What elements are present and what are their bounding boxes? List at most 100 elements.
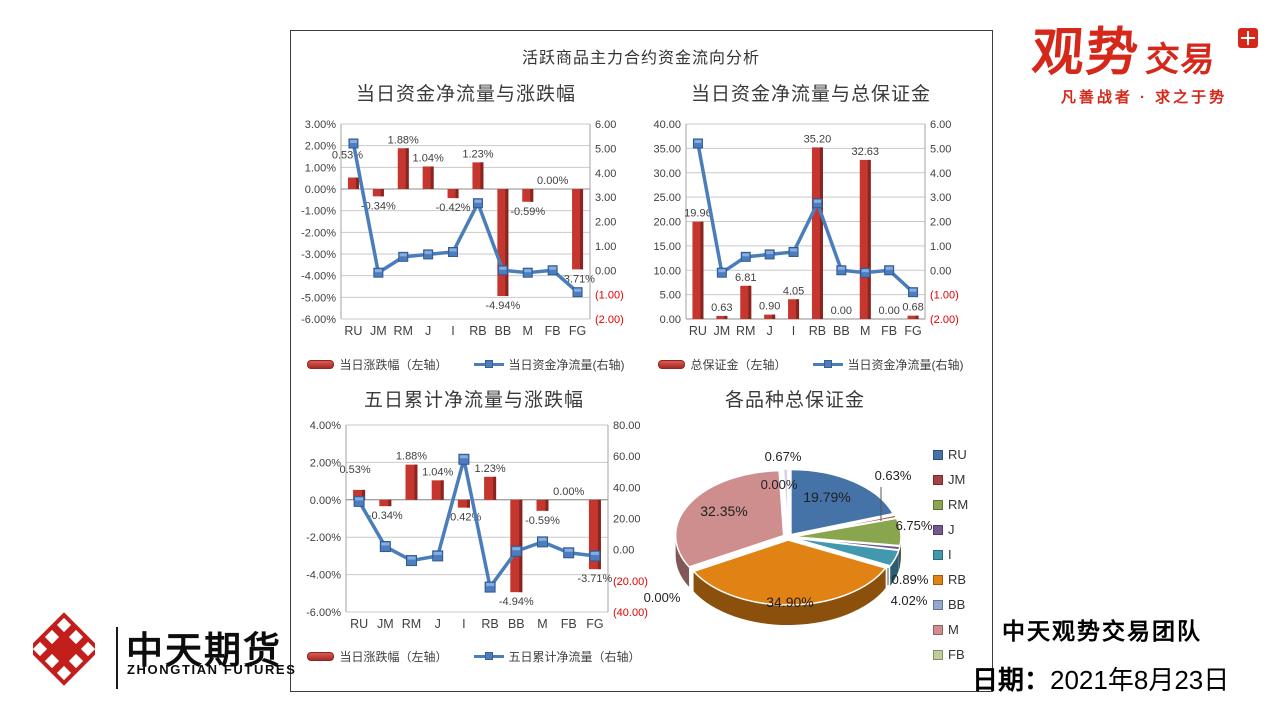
left-axis-tick-label: -1.00% [301, 206, 336, 218]
line-marker [788, 246, 799, 257]
left-axis-tick-label: -4.00% [306, 570, 341, 582]
line-marker [406, 555, 417, 567]
pie-legend-item: RB [933, 567, 968, 592]
line-series-swatch-icon [473, 651, 504, 661]
bar [372, 189, 384, 197]
line-marker-highlight [459, 455, 468, 459]
guanshi-logo-text: 观势 交易 [1030, 24, 1258, 82]
bar-data-label: 6.81 [735, 272, 756, 284]
bar-data-label: 0.00 [878, 305, 899, 317]
line-marker-highlight [885, 266, 893, 270]
bar-data-label: 0.90 [759, 301, 780, 313]
pie-slice [790, 468, 894, 536]
bar-side [388, 499, 392, 507]
right-axis-tick-label: (2.00) [930, 314, 959, 326]
bar-side [915, 315, 919, 319]
pie-data-label: 0.63% [875, 468, 912, 483]
line-marker [692, 138, 703, 149]
chart-legend: 总保证金（左轴） 当日资金净流量(右轴) [635, 352, 987, 376]
data-line [696, 141, 915, 294]
pie-data-label: 34.90% [766, 594, 813, 610]
bar-data-label: 0.00% [553, 486, 584, 498]
pie-chart-svg: 19.79% 0.63% 6.75% 0.89% 4.02% 34.90% 0.00% 32.… [644, 449, 933, 625]
line-marker [836, 265, 847, 276]
left-axis-tick-label: 0.00% [310, 495, 341, 507]
pie-legend-swatch-icon [933, 649, 943, 660]
line-marker [497, 265, 508, 276]
bar-side [700, 221, 704, 319]
bar-data-label: 1.88% [396, 451, 427, 463]
zhongtian-name-cn: 中天期货 [126, 630, 282, 671]
line-marker [484, 581, 496, 593]
line-marker-highlight [433, 551, 442, 555]
left-axis-tick-label: 40.00 [653, 119, 681, 131]
bar-data-label: 35.20 [804, 133, 832, 145]
chart-daily-netflow-vs-margin: 当日资金净流量与总保证金 40.00 35.00 30.00 25.00 20.00 15… [635, 82, 987, 376]
line-marker-highlight [538, 537, 547, 541]
pie-slice-side [890, 550, 899, 586]
bar-data-label: 0.53% [339, 464, 370, 476]
bar-data-label: -0.34% [368, 510, 403, 522]
category-label: BB [833, 324, 850, 338]
line-marker [547, 265, 558, 276]
category-label: RM [402, 617, 421, 631]
pie-legend-label: BB [948, 597, 966, 612]
chart-title: 当日资金净流量与总保证金 [690, 84, 931, 105]
pie-legend-swatch-icon [933, 574, 943, 585]
left-axis-tick-label: 15.00 [653, 241, 681, 253]
bar-side [597, 499, 601, 570]
bar-side [480, 162, 484, 189]
bar [347, 177, 359, 189]
legend-item-label: 当日涨跌幅（左轴） [339, 357, 448, 372]
bar-data-label: 1.23% [462, 148, 493, 160]
line-series-swatch-icon [473, 359, 504, 369]
date-label: 日期： [972, 665, 1051, 695]
line-marker [448, 246, 459, 257]
bar [907, 315, 919, 319]
left-axis-tick-label: 1.00% [305, 162, 336, 174]
bar-data-label: 0.00% [537, 175, 568, 187]
right-axis-tick-label: 20.00 [613, 514, 641, 526]
line-marker-highlight [355, 497, 364, 501]
bar-data-label: 1.04% [413, 152, 444, 164]
left-axis-tick-label: -5.00% [301, 292, 336, 304]
right-axis-tick-label: (20.00) [613, 576, 648, 588]
line-marker [472, 198, 483, 209]
right-axis-tick-label: 5.00 [595, 143, 616, 155]
line-marker-highlight [909, 288, 917, 292]
line-marker-highlight [349, 140, 357, 143]
category-label: RB [469, 324, 486, 338]
left-axis-tick-label: -6.00% [306, 607, 341, 619]
bar-side [430, 166, 434, 189]
bar [397, 148, 409, 189]
bar-side [405, 148, 409, 189]
legend-item-label: 当日资金净流量(右轴) [508, 357, 625, 372]
pie-data-label: 0.89% [892, 572, 929, 587]
left-axis-tick-label: 35.00 [653, 143, 681, 155]
chart-title: 当日资金净流量与涨跌幅 [355, 84, 576, 105]
pie-legend-label: FB [948, 647, 965, 662]
line-marker-highlight [512, 547, 521, 551]
bar-data-label: -0.34% [361, 200, 396, 212]
bar-data-label: -4.94% [499, 596, 534, 608]
bar [472, 162, 484, 189]
category-label: FB [561, 617, 577, 631]
right-axis-tick-label: 5.00 [930, 143, 951, 155]
left-axis-tick-label: -2.00% [301, 227, 336, 239]
pie-legend-swatch-icon [933, 449, 943, 460]
bar-data-label: 32.63 [851, 146, 879, 158]
bar-data-label: -0.59% [510, 206, 545, 218]
line-marker-highlight [407, 556, 416, 560]
line-marker [884, 265, 895, 276]
right-axis-tick-label: 3.00 [930, 192, 951, 204]
line-marker-highlight [861, 269, 869, 273]
bar-data-label: 0.63 [711, 302, 732, 314]
line-marker [740, 251, 751, 262]
line-marker [458, 453, 470, 465]
bar-side [466, 499, 470, 508]
bar [859, 159, 871, 319]
bar-data-label: -0.42% [436, 202, 471, 214]
legend-item: 当日资金净流量(右轴) [812, 356, 964, 373]
line-marker [398, 251, 409, 262]
